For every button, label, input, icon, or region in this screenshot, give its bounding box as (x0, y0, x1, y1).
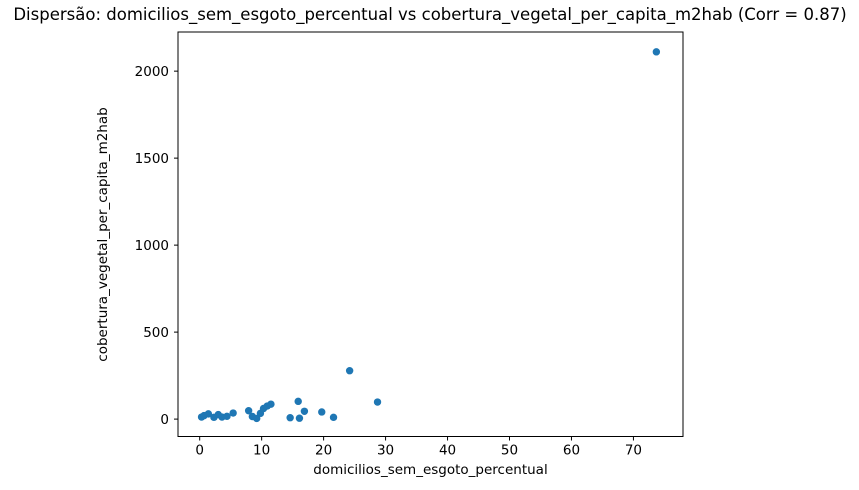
x-axis-label: domicilios_sem_esgoto_percentual (313, 462, 547, 478)
data-point (329, 413, 338, 422)
data-point (229, 409, 237, 417)
chart-title: Dispersão: domicilios_sem_esgoto_percent… (13, 5, 846, 25)
data-point (652, 48, 661, 56)
y-tick-label: 1500 (135, 151, 169, 167)
data-point (345, 367, 354, 375)
y-tick-label: 0 (160, 412, 169, 428)
x-tick-label: 30 (377, 443, 394, 459)
y-axis-ticks: 0 500 1000 1500 2000 (135, 64, 178, 428)
data-point (267, 400, 275, 408)
y-tick-label: 500 (143, 325, 169, 341)
data-point (373, 398, 382, 406)
x-tick-label: 70 (625, 443, 642, 459)
x-tick-label: 60 (563, 443, 580, 459)
data-point (300, 407, 309, 415)
data-points (197, 48, 661, 423)
x-tick-label: 50 (501, 443, 518, 459)
axes-frame (177, 31, 684, 437)
y-tick-label: 1000 (135, 238, 169, 254)
x-axis-ticks: 0 10 20 30 40 50 60 70 (195, 436, 642, 459)
y-axis-label: cobertura_vegetal_per_capita_m2hab (95, 107, 111, 361)
x-tick-label: 0 (195, 443, 204, 459)
data-point (318, 408, 326, 416)
data-point (295, 414, 304, 422)
data-point (204, 410, 213, 418)
data-point (223, 412, 231, 421)
x-tick-label: 40 (439, 443, 456, 459)
data-point (294, 397, 302, 406)
x-tick-label: 20 (315, 443, 332, 459)
x-tick-label: 10 (253, 443, 270, 459)
data-point (244, 407, 253, 415)
data-point (252, 414, 261, 423)
data-point (286, 414, 294, 422)
y-tick-label: 2000 (135, 64, 169, 80)
